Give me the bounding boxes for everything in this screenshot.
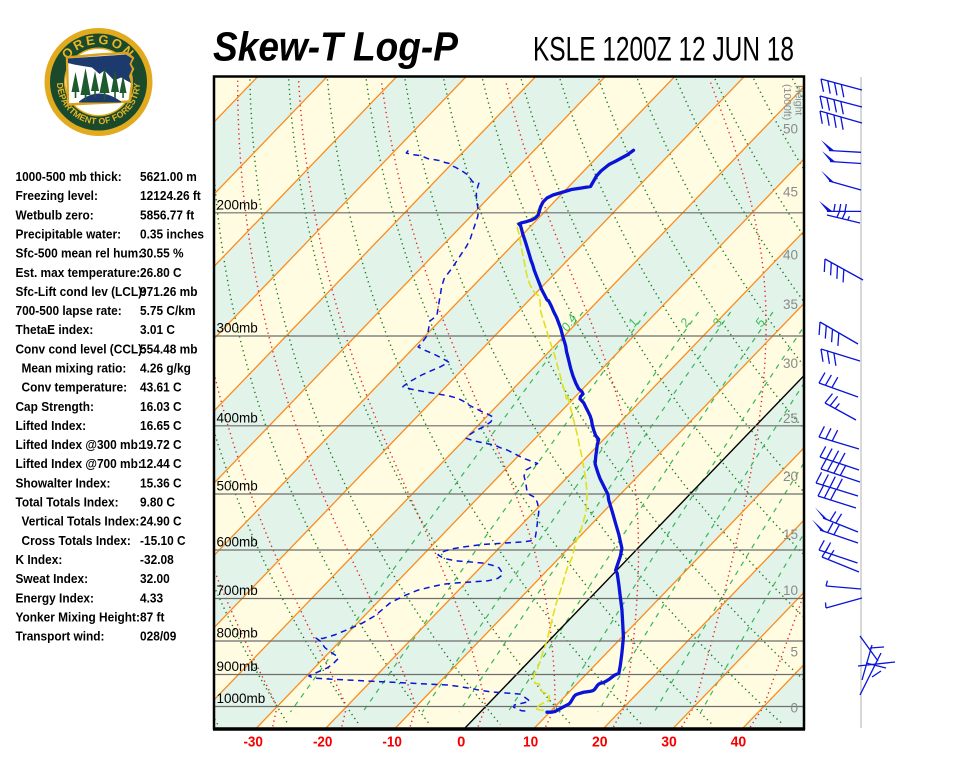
svg-text:800mb: 800mb [217,626,258,641]
svg-text:K Index:: K Index: [15,552,62,567]
svg-text:554.48 mb: 554.48 mb [140,342,198,357]
svg-text:15.36 C: 15.36 C [140,476,182,491]
svg-text:40: 40 [731,735,747,751]
svg-text:25: 25 [783,411,798,426]
svg-text:10: 10 [783,583,798,598]
svg-text:500mb: 500mb [217,479,258,494]
svg-text:Lifted Index @300 mb:: Lifted Index @300 mb: [15,438,141,453]
svg-text:Showalter Index:: Showalter Index: [15,476,110,491]
svg-text:971.26 mb: 971.26 mb [140,284,198,299]
svg-text:Sfc-500 mean rel hum:: Sfc-500 mean rel hum: [15,246,142,261]
svg-text:4.26 g/kg: 4.26 g/kg [140,361,191,376]
svg-text:24.90 C: 24.90 C [140,514,182,529]
svg-text:Cap Strength:: Cap Strength: [15,399,93,414]
svg-text:900mb: 900mb [217,659,258,674]
svg-text:50: 50 [783,122,798,137]
svg-text:Height: Height [793,85,805,115]
svg-text:Cross Totals Index:: Cross Totals Index: [22,533,131,548]
svg-text:KSLE 1200Z 12 JUN 18: KSLE 1200Z 12 JUN 18 [533,31,794,69]
svg-text:26.80 C: 26.80 C [140,265,182,280]
svg-text:-30: -30 [243,735,263,751]
svg-text:700mb: 700mb [217,583,258,598]
svg-text:0.35 inches: 0.35 inches [140,227,204,242]
svg-text:0: 0 [790,701,798,716]
svg-text:Transport wind:: Transport wind: [15,629,104,644]
svg-text:300mb: 300mb [217,321,258,336]
svg-text:30: 30 [783,356,798,371]
svg-text:12.44 C: 12.44 C [140,457,182,472]
svg-text:Vertical Totals Index:: Vertical Totals Index: [22,514,140,529]
svg-text:600mb: 600mb [217,535,258,550]
svg-text:Mean mixing ratio:: Mean mixing ratio: [22,361,127,376]
svg-text:Yonker Mixing Height:: Yonker Mixing Height: [15,610,139,625]
svg-text:5: 5 [790,645,798,660]
svg-text:Freezing level:: Freezing level: [15,189,97,204]
svg-text:20: 20 [592,735,608,751]
svg-text:16.65 C: 16.65 C [140,418,182,433]
svg-text:-20: -20 [313,735,333,751]
svg-text:3.01 C: 3.01 C [140,323,175,338]
svg-text:12124.26 ft: 12124.26 ft [140,189,201,204]
svg-text:Lifted Index @700 mb:: Lifted Index @700 mb: [15,457,141,472]
svg-text:700-500 lapse rate:: 700-500 lapse rate: [15,304,121,319]
svg-text:15: 15 [783,527,798,542]
svg-text:45: 45 [783,185,798,200]
svg-text:5856.77 ft: 5856.77 ft [140,208,195,223]
svg-text:4.33: 4.33 [140,591,163,606]
svg-text:30: 30 [661,735,677,751]
svg-text:Conv cond level (CCL):: Conv cond level (CCL): [15,342,146,357]
svg-text:Total Totals Index:: Total Totals Index: [15,495,118,510]
svg-text:20: 20 [783,469,798,484]
svg-text:1000mb: 1000mb [217,691,266,706]
svg-text:-15.10 C: -15.10 C [140,533,186,548]
svg-text:5621.00 m: 5621.00 m [140,169,197,184]
svg-text:Precipitable water:: Precipitable water: [15,227,121,242]
svg-text:200mb: 200mb [217,197,258,212]
svg-text:028/09: 028/09 [140,629,176,644]
svg-text:5.75 C/km: 5.75 C/km [140,304,195,319]
svg-text:32.00: 32.00 [140,572,170,587]
svg-text:9.80 C: 9.80 C [140,495,175,510]
svg-text:Skew-T Log-P: Skew-T Log-P [213,24,459,70]
svg-text:ThetaE index:: ThetaE index: [15,323,93,338]
svg-text:Energy Index:: Energy Index: [15,591,94,606]
svg-text:30.55 %: 30.55 % [140,246,184,261]
svg-text:(1000ft): (1000ft) [781,84,793,120]
svg-text:Lifted Index:: Lifted Index: [15,418,86,433]
svg-text:0: 0 [457,735,465,751]
svg-text:-10: -10 [382,735,402,751]
svg-text:43.61 C: 43.61 C [140,380,182,395]
svg-text:400mb: 400mb [217,410,258,425]
svg-text:Wetbulb zero:: Wetbulb zero: [15,208,93,223]
svg-text:40: 40 [783,248,798,263]
svg-text:16.03 C: 16.03 C [140,399,182,414]
svg-text:87 ft: 87 ft [140,610,165,625]
svg-text:19.72 C: 19.72 C [140,438,182,453]
svg-text:10: 10 [523,735,538,751]
svg-text:Sfc-Lift cond lev (LCL):: Sfc-Lift cond lev (LCL): [15,284,146,299]
svg-text:35: 35 [783,297,798,312]
svg-text:-32.08: -32.08 [140,552,174,567]
svg-text:Conv temperature:: Conv temperature: [22,380,128,395]
svg-text:Sweat Index:: Sweat Index: [15,572,88,587]
svg-text:Est. max temperature:: Est. max temperature: [15,265,140,280]
svg-text:1000-500 mb thick:: 1000-500 mb thick: [15,169,121,184]
